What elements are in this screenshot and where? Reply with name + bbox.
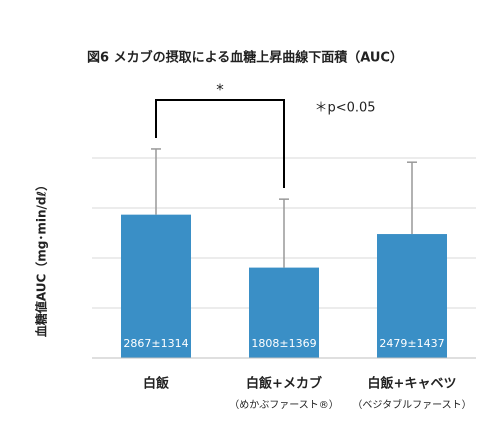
x-tick-label: 白飯+メカブ xyxy=(246,376,322,392)
value-label: 2479±1437 xyxy=(379,337,444,350)
chart-title: 図6 メカブの摂取による血糖上昇曲線下面積（AUC） xyxy=(87,50,403,66)
x-sub-label: （ベジタブルファースト） xyxy=(352,398,471,411)
x-sub-label: （めかぶファースト®） xyxy=(229,399,339,411)
significance-bracket xyxy=(155,99,285,188)
significance-mark: * xyxy=(216,81,224,99)
value-label: 1808±1369 xyxy=(251,337,316,350)
significance-note: ＊p<0.05 xyxy=(314,101,375,116)
bar xyxy=(249,267,319,358)
x-tick-label: 白飯+キャベツ xyxy=(368,376,457,392)
value-label: 2867±1314 xyxy=(123,337,188,350)
x-tick-label: 白飯 xyxy=(143,376,169,392)
bar xyxy=(121,214,191,358)
bar xyxy=(377,234,447,358)
y-axis-label: 血糖値AUC（mg･min/dℓ） xyxy=(34,179,49,337)
